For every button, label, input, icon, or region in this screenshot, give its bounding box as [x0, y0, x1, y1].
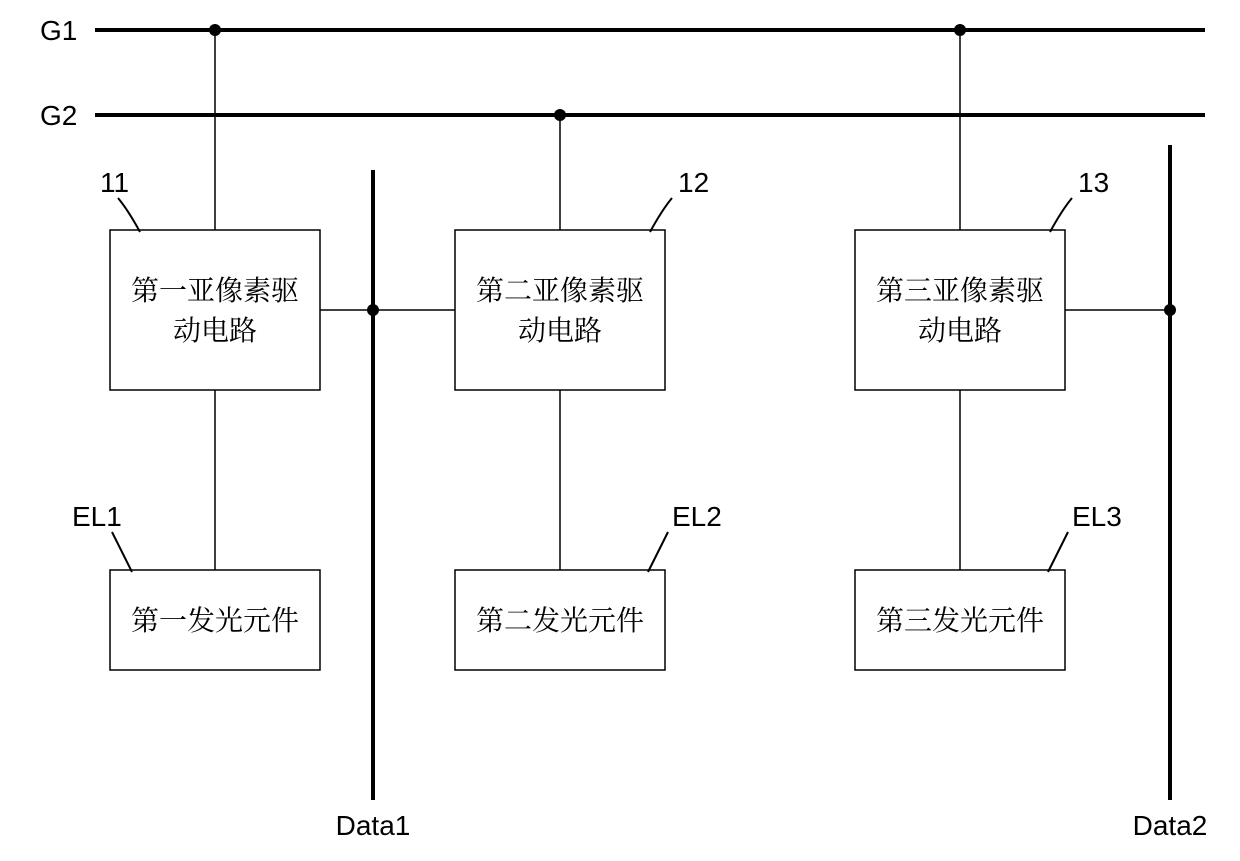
circuit-diagram: G1 G2 Data1 Data2 第一亚像素驱 动电路 第二亚像素驱 动电路 … — [0, 0, 1240, 861]
leader-11 — [118, 198, 140, 232]
text-driver-2b: 动电路 — [518, 309, 602, 349]
dot-data2-mid — [1164, 304, 1176, 316]
text-driver-3a: 第三亚像素驱 — [876, 269, 1044, 309]
text-el-1: 第一发光元件 — [131, 599, 299, 639]
num-11: 11 — [100, 167, 129, 198]
leader-el1 — [112, 532, 132, 572]
label-g1: G1 — [40, 15, 77, 46]
leader-el2 — [648, 532, 668, 572]
text-driver-1a: 第一亚像素驱 — [131, 269, 299, 309]
text-el-2: 第二发光元件 — [476, 599, 644, 639]
text-driver-1b: 动电路 — [173, 309, 257, 349]
num-el1: EL1 — [72, 501, 122, 532]
leader-el3 — [1048, 532, 1068, 572]
leader-12 — [650, 198, 672, 232]
label-data1: Data1 — [336, 810, 411, 841]
dot-g1-b11 — [209, 24, 221, 36]
num-12: 12 — [678, 167, 709, 198]
num-13: 13 — [1078, 167, 1109, 198]
num-el3: EL3 — [1072, 501, 1122, 532]
text-driver-2a: 第二亚像素驱 — [476, 269, 644, 309]
num-el2: EL2 — [672, 501, 722, 532]
dot-g2-b12 — [554, 109, 566, 121]
label-g2: G2 — [40, 100, 77, 131]
dot-g1-b13 — [954, 24, 966, 36]
dot-data1-mid — [367, 304, 379, 316]
text-el-3: 第三发光元件 — [876, 599, 1044, 639]
label-data2: Data2 — [1133, 810, 1208, 841]
text-driver-3b: 动电路 — [918, 309, 1002, 349]
leader-13 — [1050, 198, 1072, 232]
